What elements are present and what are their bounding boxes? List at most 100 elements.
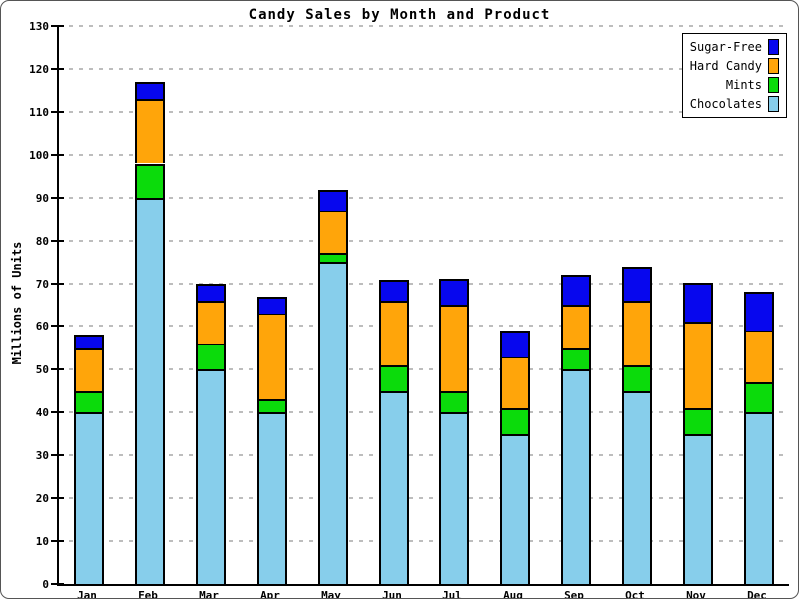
x-tick-label: Oct xyxy=(625,589,645,599)
legend-swatch-hard-candy-icon xyxy=(768,58,779,74)
y-tick-label: 80 xyxy=(35,234,49,248)
y-tick-mark xyxy=(51,583,64,585)
y-tick-mark xyxy=(51,454,64,457)
x-tick-label: Dec xyxy=(747,589,767,599)
bar-segment-mints xyxy=(500,408,530,434)
bar-segment-mints xyxy=(439,391,469,412)
bar-segment-sugar-free xyxy=(622,267,652,301)
bar-segment-chocolates xyxy=(683,434,713,584)
y-gridline xyxy=(59,110,789,113)
x-tick-label: May xyxy=(321,589,341,599)
bar-segment-hard-candy xyxy=(379,301,409,365)
y-tick-mark xyxy=(51,239,64,242)
y-tick-label: 30 xyxy=(35,449,49,463)
x-tick-label: Jun xyxy=(382,589,402,599)
bar-segment-sugar-free xyxy=(744,292,774,331)
y-tick-mark xyxy=(51,67,64,70)
bar-segment-hard-candy xyxy=(135,99,165,163)
y-gridline xyxy=(59,540,789,543)
bar-segment-chocolates xyxy=(744,412,774,584)
bar-segment-chocolates xyxy=(561,369,591,584)
y-tick-label: 120 xyxy=(29,62,49,76)
y-tick-label: 110 xyxy=(29,105,49,119)
y-gridline xyxy=(59,67,789,70)
y-tick-mark xyxy=(51,25,64,27)
bar-segment-mints xyxy=(196,343,226,369)
legend-swatch-sugar-free-icon xyxy=(768,39,779,55)
bar-segment-sugar-free xyxy=(561,275,591,305)
y-tick-label: 60 xyxy=(35,320,49,334)
y-tick-mark xyxy=(51,325,64,328)
bar-segment-sugar-free xyxy=(318,190,348,211)
y-tick-label: 0 xyxy=(42,578,49,591)
bar-segment-hard-candy xyxy=(683,322,713,408)
y-tick-mark xyxy=(51,368,64,371)
bar-segment-mints xyxy=(379,365,409,391)
legend-label: Sugar-Free xyxy=(689,40,762,54)
y-tick-mark xyxy=(51,282,64,285)
y-tick-label: 100 xyxy=(29,148,49,162)
y-tick-label: 10 xyxy=(35,535,49,549)
bar-segment-sugar-free xyxy=(500,331,530,357)
y-tick-mark xyxy=(51,110,64,113)
bar-segment-chocolates xyxy=(196,369,226,584)
bar-segment-hard-candy xyxy=(318,210,348,253)
bar-segment-hard-candy xyxy=(439,305,469,391)
plot-area xyxy=(57,25,789,586)
y-tick-label: 20 xyxy=(35,492,49,506)
bar-segment-mints xyxy=(744,382,774,412)
bar-segment-sugar-free xyxy=(379,280,409,301)
bar-segment-hard-candy xyxy=(622,301,652,365)
bar-segment-mints xyxy=(561,348,591,369)
y-gridline xyxy=(59,411,789,414)
bar-segment-chocolates xyxy=(74,412,104,584)
y-gridline xyxy=(59,325,789,328)
bar-segment-mints xyxy=(622,365,652,391)
legend-label: Chocolates xyxy=(689,97,762,111)
legend-swatch-mints-icon xyxy=(768,77,779,93)
y-gridline xyxy=(59,25,789,27)
x-tick-label: Feb xyxy=(138,589,158,599)
legend: Sugar-Free Hard Candy Mints Chocolates xyxy=(681,33,787,118)
bar-segment-chocolates xyxy=(135,198,165,584)
y-tick-label: 90 xyxy=(35,191,49,205)
y-tick-label: 40 xyxy=(35,406,49,420)
y-gridline xyxy=(59,153,789,156)
bar-segment-sugar-free xyxy=(196,284,226,301)
bar-segment-chocolates xyxy=(257,412,287,584)
bar-segment-chocolates xyxy=(439,412,469,584)
bar-segment-hard-candy xyxy=(74,348,104,391)
bar-segment-hard-candy xyxy=(500,356,530,408)
y-tick-mark xyxy=(51,196,64,199)
bar-segment-mints xyxy=(683,408,713,434)
bar-segment-sugar-free xyxy=(683,283,713,322)
x-tick-label: Apr xyxy=(260,589,280,599)
chart-title: Candy Sales by Month and Product xyxy=(248,7,551,23)
x-tick-label: Mar xyxy=(199,589,219,599)
y-tick-mark xyxy=(51,153,64,156)
bar-segment-chocolates xyxy=(500,434,530,584)
x-tick-label: Jul xyxy=(442,589,462,599)
bar-segment-mints xyxy=(318,253,348,262)
y-tick-label: 50 xyxy=(35,363,49,377)
bar-segment-chocolates xyxy=(622,391,652,584)
bar-segment-mints xyxy=(135,164,165,198)
y-tick-label: 130 xyxy=(29,20,49,33)
bar-segment-hard-candy xyxy=(257,313,287,399)
y-gridline xyxy=(59,368,789,371)
x-tick-label: Sep xyxy=(564,589,584,599)
x-tick-label: Aug xyxy=(503,589,523,599)
bar-segment-chocolates xyxy=(379,391,409,584)
legend-row: Chocolates xyxy=(690,95,779,113)
x-tick-label: Jan xyxy=(77,589,97,599)
bar-segment-mints xyxy=(257,399,287,412)
legend-row: Sugar-Free xyxy=(690,38,779,56)
legend-swatch-chocolates-icon xyxy=(768,96,779,112)
y-tick-mark xyxy=(51,540,64,543)
y-tick-mark xyxy=(51,411,64,414)
legend-row: Hard Candy xyxy=(690,57,779,75)
bar-segment-hard-candy xyxy=(744,330,774,382)
bar-segment-hard-candy xyxy=(561,305,591,348)
y-tick-label: 70 xyxy=(35,277,49,291)
